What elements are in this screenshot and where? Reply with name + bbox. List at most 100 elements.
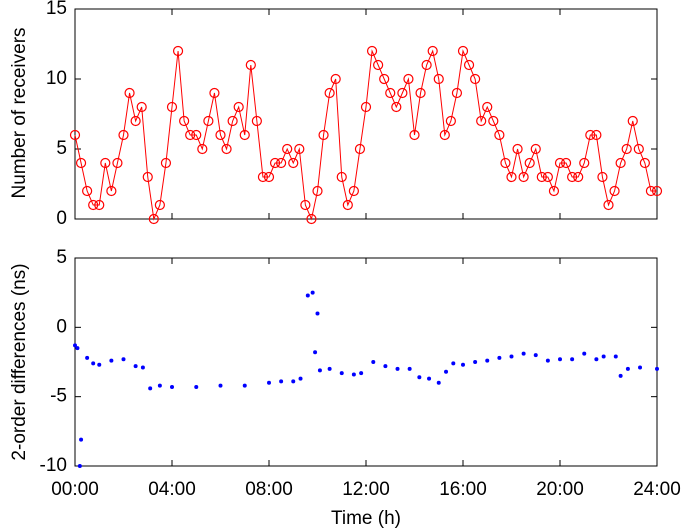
data-point xyxy=(417,375,422,380)
data-point xyxy=(379,73,390,85)
data-point xyxy=(433,73,444,85)
data-point xyxy=(509,354,514,359)
data-point xyxy=(613,354,618,359)
data-point xyxy=(427,45,438,57)
data-point xyxy=(312,185,323,197)
data-point xyxy=(257,171,269,183)
data-point xyxy=(97,362,102,367)
x-tick-label: 04:00 xyxy=(148,479,196,500)
data-point xyxy=(276,157,287,169)
data-point xyxy=(407,366,412,371)
data-point xyxy=(140,365,145,370)
data-point xyxy=(227,115,238,127)
data-point xyxy=(69,129,81,141)
y-axis-label: Number of receivers xyxy=(9,27,30,198)
data-point xyxy=(157,383,162,388)
y-tick-label: 0 xyxy=(56,316,67,337)
y-axis-label: 2-order differences (ns) xyxy=(9,263,30,460)
x-tick-label: 08:00 xyxy=(245,479,293,500)
data-point xyxy=(77,464,82,468)
data-point xyxy=(359,371,364,376)
y-tick-label: 10 xyxy=(46,68,67,89)
data-point xyxy=(136,101,147,113)
x-axis-label: Time (h) xyxy=(331,508,401,529)
data-point xyxy=(560,157,572,169)
data-point xyxy=(342,199,353,211)
x-tick-label: 16:00 xyxy=(439,479,487,500)
data-point xyxy=(609,185,620,197)
data-point xyxy=(324,87,335,99)
data-point xyxy=(500,157,511,169)
data-point xyxy=(215,129,226,141)
data-point xyxy=(282,143,293,155)
data-point xyxy=(154,199,165,211)
data-point xyxy=(298,376,303,381)
y-tick-label: 5 xyxy=(56,247,67,268)
data-point xyxy=(148,213,159,225)
data-point xyxy=(263,171,275,183)
data-point xyxy=(109,358,114,363)
data-point xyxy=(327,366,332,371)
data-point xyxy=(269,157,281,169)
data-point xyxy=(530,143,541,155)
data-point xyxy=(385,87,396,99)
data-point xyxy=(100,157,111,169)
data-point xyxy=(133,364,138,369)
data-point xyxy=(300,199,311,211)
x-tick-label: 20:00 xyxy=(536,479,584,500)
data-point xyxy=(521,351,526,356)
data-point xyxy=(336,171,347,183)
data-point xyxy=(351,372,356,377)
data-point xyxy=(373,59,384,71)
data-point xyxy=(218,383,223,388)
data-point xyxy=(191,129,202,141)
y-tick-label: 15 xyxy=(46,0,67,19)
data-point xyxy=(506,171,517,183)
data-point xyxy=(267,380,271,385)
data-point xyxy=(603,199,614,211)
data-point xyxy=(160,157,172,169)
data-point xyxy=(291,379,296,384)
data-point xyxy=(242,383,247,388)
data-point xyxy=(391,101,402,113)
data-point xyxy=(106,185,117,197)
data-point xyxy=(618,373,623,378)
data-point xyxy=(570,357,575,362)
data-point xyxy=(655,366,659,371)
data-point xyxy=(130,115,141,127)
data-point xyxy=(457,45,469,57)
data-point xyxy=(554,157,566,169)
data-point xyxy=(251,115,262,127)
y-tick-label: -5 xyxy=(50,386,67,407)
data-point xyxy=(366,45,378,57)
data-point xyxy=(594,357,599,362)
data-point xyxy=(591,129,602,141)
data-point xyxy=(85,355,90,360)
data-point xyxy=(360,101,372,113)
data-point xyxy=(427,376,432,381)
data-point xyxy=(245,59,256,71)
data-point xyxy=(172,45,184,57)
data-point xyxy=(348,185,359,197)
data-point xyxy=(485,358,490,363)
data-point xyxy=(615,157,626,169)
data-point xyxy=(476,115,487,127)
data-point xyxy=(597,171,608,183)
data-point xyxy=(397,87,408,99)
data-point xyxy=(79,437,84,442)
data-point xyxy=(306,213,317,225)
data-point xyxy=(651,185,663,197)
data-point xyxy=(536,171,547,183)
data-point xyxy=(542,171,553,183)
data-point xyxy=(203,115,214,127)
data-point xyxy=(112,157,123,169)
x-tick-label: 12:00 xyxy=(342,479,390,500)
data-point xyxy=(279,379,284,384)
data-point xyxy=(415,87,426,99)
data-point xyxy=(179,115,190,127)
data-point xyxy=(170,384,174,389)
data-point xyxy=(645,185,657,197)
data-point xyxy=(451,361,456,366)
data-point xyxy=(601,354,606,359)
